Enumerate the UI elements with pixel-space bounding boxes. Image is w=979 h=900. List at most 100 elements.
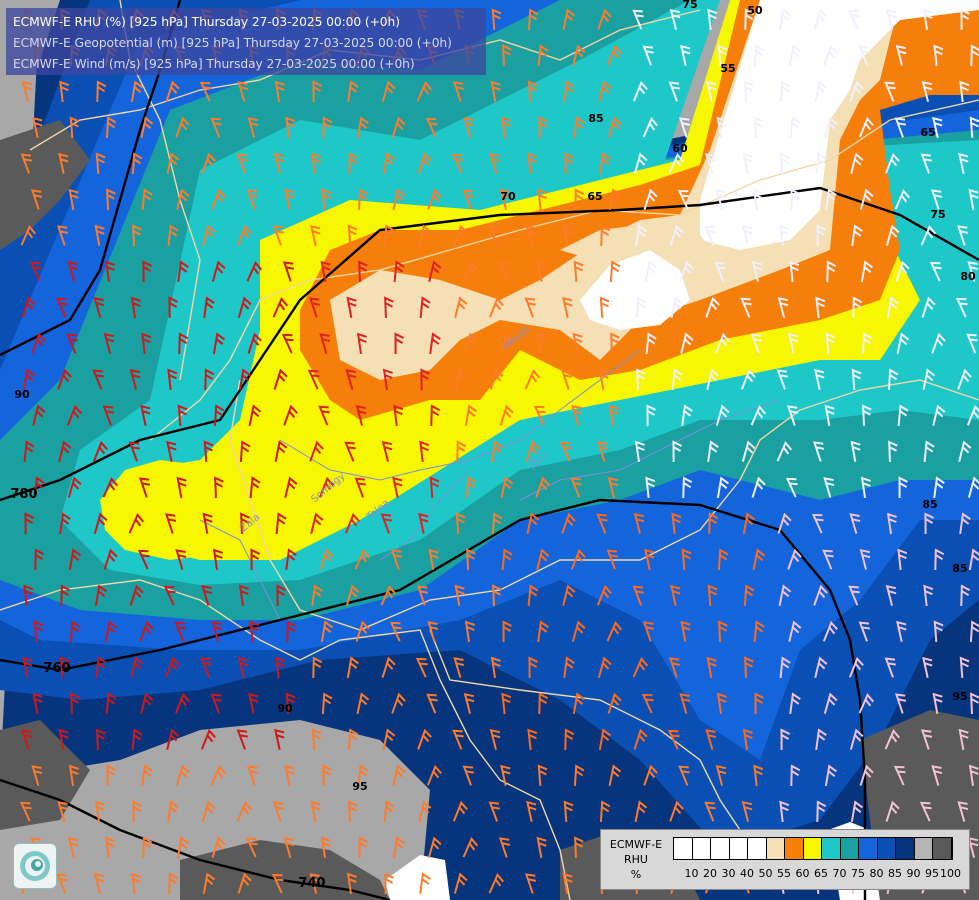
wind-barb-icon [958,728,969,751]
rhu-contour-label: 90 [277,702,293,715]
wind-barb-icon [489,153,501,174]
wind-barb-icon [453,657,465,678]
wind-barb-icon [851,368,862,391]
wind-barb-icon [21,80,33,102]
wind-barb-icon [670,296,684,318]
wind-barb-icon [285,548,297,571]
legend-swatch [840,838,859,859]
wind-barb-icon [453,872,468,894]
wind-barb-icon [969,620,979,643]
wind-barb-icon [680,44,691,66]
wind-barb-icon [780,152,790,175]
wind-barb-icon [885,584,897,606]
wind-barb-icon [537,620,549,643]
wind-barb-icon [922,368,936,390]
wind-barb-icon [419,296,431,319]
wind-barb-icon [933,620,944,643]
wind-barb-icon [201,585,213,606]
wind-barb-icon [248,692,259,714]
wind-barb-icon [283,404,298,426]
wind-barb-icon [141,332,152,355]
wind-barb-icon [393,836,405,859]
wind-barb-icon [250,548,260,571]
wind-barb-icon [283,837,295,858]
wind-barb-icon [849,513,861,534]
wind-barb-icon [851,224,863,247]
wind-barb-icon [608,764,622,786]
wind-barb-icon [430,404,441,427]
wind-barb-icon [30,189,43,210]
wind-barb-icon [501,548,513,571]
wind-barb-icon [130,656,144,678]
wind-barb-icon [528,656,538,679]
wind-barb-icon [708,512,719,535]
wind-barb-icon [848,585,860,606]
wind-barb-icon [643,764,658,786]
wind-barb-icon [175,549,187,570]
wind-barb-icon [58,152,69,174]
rhu-contour-label: 85 [922,498,937,511]
wind-barb-icon [463,117,475,138]
wind-barb-icon [164,513,177,534]
wind-barb-icon [29,261,42,282]
wind-barb-icon [272,296,289,318]
wind-barb-icon [932,692,943,715]
wind-barb-icon [130,296,141,319]
wind-barb-icon [23,440,35,463]
wind-barb-icon [246,189,258,210]
wind-barb-icon [741,800,753,822]
wind-barb-icon [204,368,215,391]
wind-barb-icon [488,225,500,246]
wind-barb-icon [744,656,754,679]
wind-barb-icon [753,764,764,787]
wind-barb-icon [168,872,179,895]
wind-barb-icon [426,693,438,714]
wind-barb-icon [498,332,515,354]
wind-barb-icon [825,188,837,211]
wind-barb-icon [813,8,828,30]
wind-barb-icon [104,260,115,283]
wind-barb-icon [919,801,932,822]
wind-barb-icon [33,620,44,643]
wind-barb-icon [929,261,942,282]
wind-barb-icon [787,548,802,570]
wind-barb-icon [426,764,442,786]
wind-barb-icon [790,764,801,787]
wind-barb-icon [536,260,547,282]
rhu-contour-label: 65 [920,126,935,139]
wind-barb-icon [384,296,394,319]
wind-barb-icon [777,296,789,318]
wind-barb-icon [96,80,107,103]
wind-barb-icon [346,656,360,679]
wind-barb-icon [103,548,118,570]
wind-barb-icon [200,728,216,750]
river-line [199,519,281,621]
wind-barb-icon [596,513,608,534]
wind-barb-icon [574,836,584,859]
wind-barb-icon [858,116,874,138]
wind-barb-icon [355,404,367,426]
wind-barb-icon [199,81,212,102]
wind-barb-icon [850,152,864,174]
wind-barb-icon [354,477,366,498]
wind-barb-icon [236,729,248,750]
wind-barb-icon [309,873,321,894]
wind-barb-icon [885,800,900,822]
wind-barb-icon [858,45,870,66]
wind-barb-icon [69,620,81,643]
wind-barb-icon [393,260,405,283]
wind-barb-icon [59,656,70,679]
country-border-line [429,629,741,831]
wind-barb-icon [344,441,356,462]
wind-barb-icon [679,693,691,714]
wind-barb-icon [102,405,114,426]
wind-barb-icon [860,476,871,499]
geopotential-label: 740 [298,876,325,891]
wind-barb-icon [896,332,910,354]
wind-barb-icon [489,368,504,390]
wind-barb-icon [681,404,693,427]
wind-barb-icon [320,836,331,859]
wind-barb-icon [644,548,655,570]
